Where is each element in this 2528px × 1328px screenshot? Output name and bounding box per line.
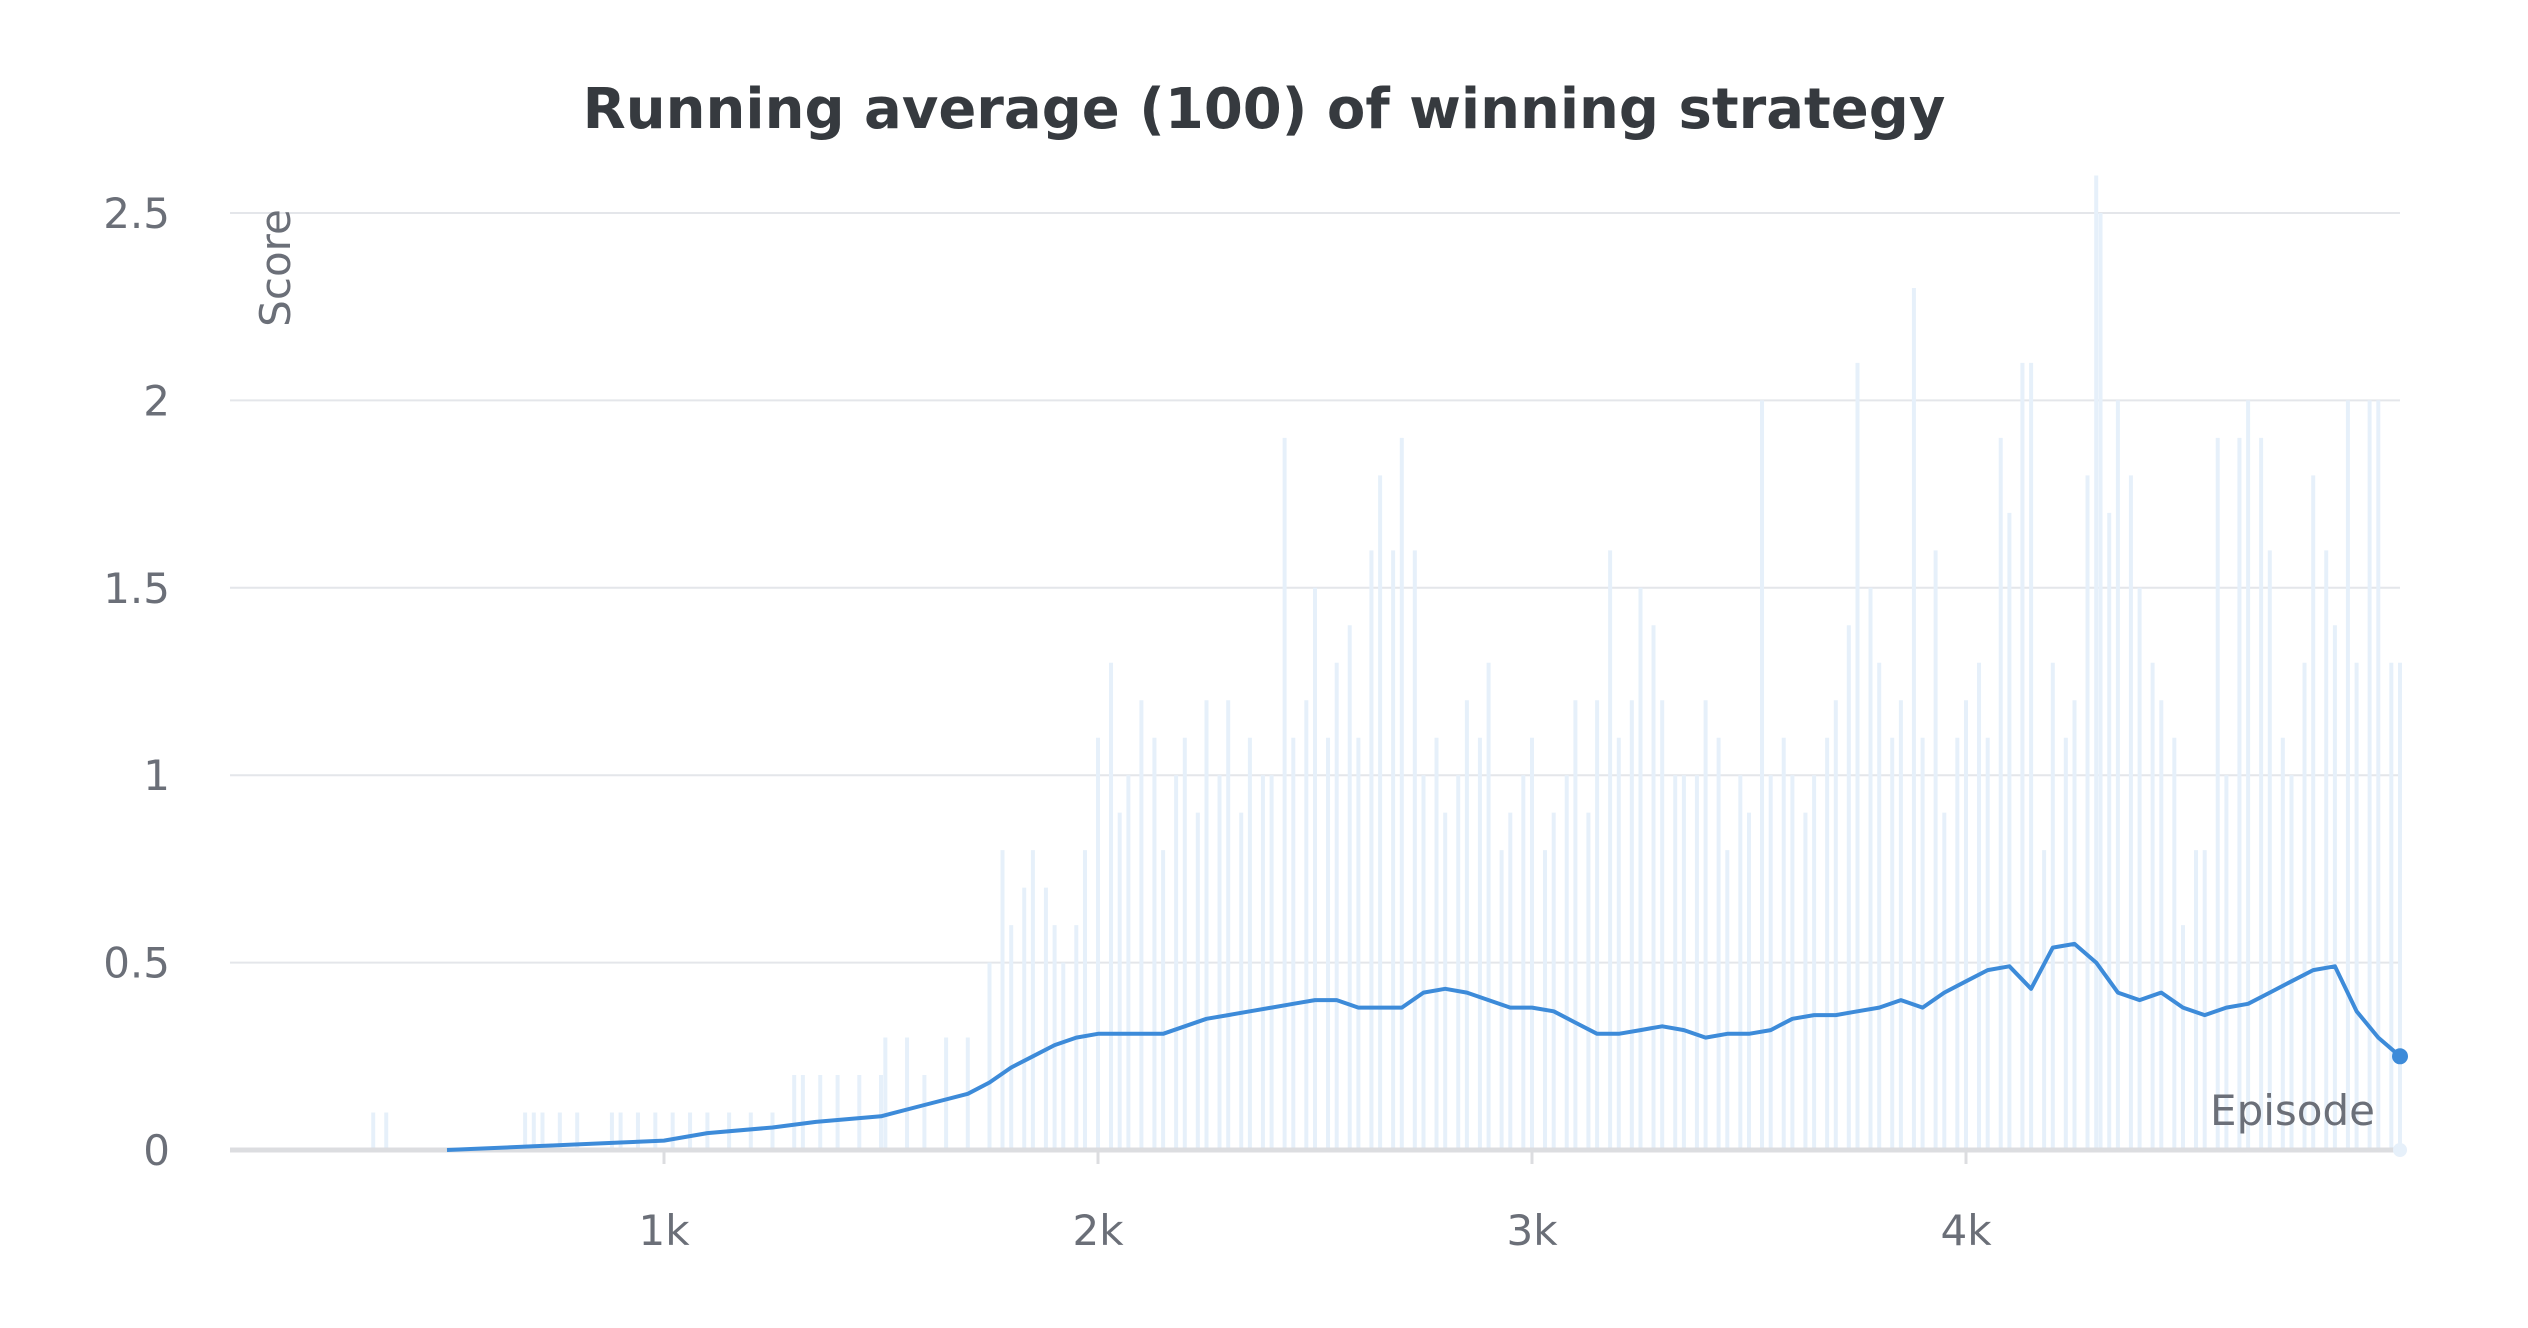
y-tick-label: 0: [143, 1126, 170, 1175]
x-tick-label: 4k: [1940, 1206, 1992, 1255]
y-tick-label: 2.5: [103, 189, 170, 238]
y-tick-label: 1.5: [103, 564, 170, 613]
y-axis-label: Score: [251, 209, 300, 327]
chart-title: Running average (100) of winning strateg…: [583, 77, 1946, 142]
smoothed-score-line: [446, 941, 2402, 1152]
x-tick-label: 2k: [1072, 1206, 1124, 1255]
y-tick-label: 2: [143, 376, 170, 425]
x-tick-label: 3k: [1506, 1206, 1558, 1255]
y-tick-label: 0.5: [103, 939, 170, 988]
y-tick-label: 1: [143, 751, 170, 800]
smoothed-score-series: [446, 941, 2408, 1157]
x-axis-ticks: 1k 2k 3k 4k: [638, 1150, 1992, 1255]
x-axis-label: Episode: [2210, 1086, 2375, 1135]
smoothed-last-point: [2392, 1048, 2408, 1065]
raw-last-point: [2393, 1143, 2407, 1157]
y-axis-ticks: 0 0.5 1 1.5 2 2.5: [103, 189, 170, 1175]
x-tick-label: 1k: [638, 1206, 690, 1255]
raw-score-series: [371, 175, 2402, 1150]
